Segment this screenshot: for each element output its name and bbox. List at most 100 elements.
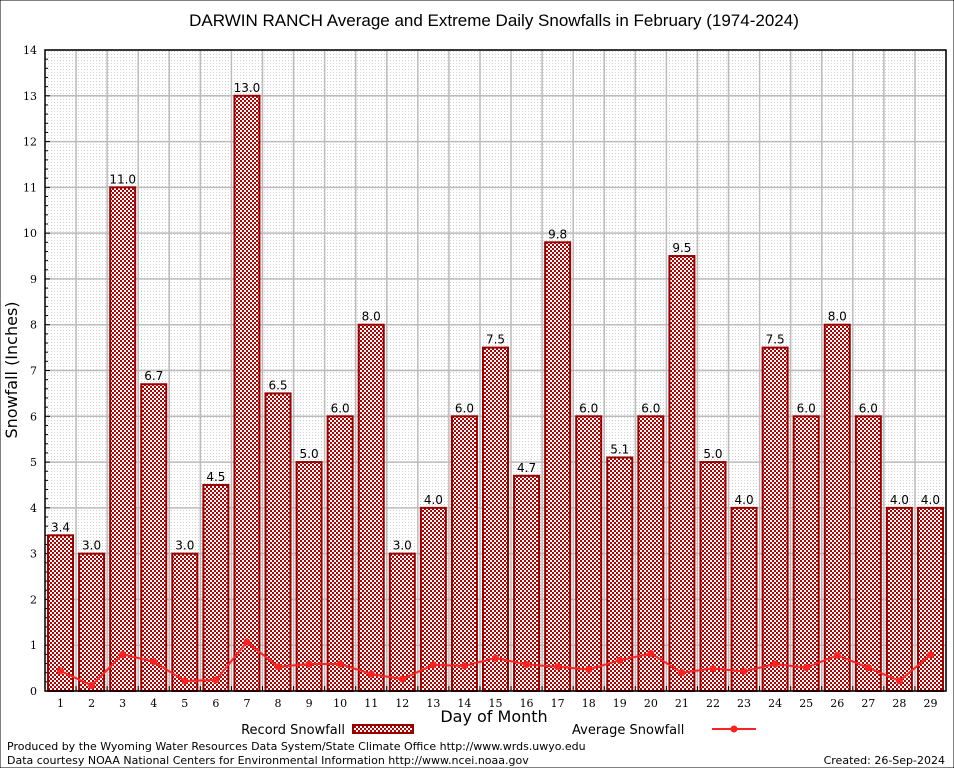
x-tick-label: 18 <box>582 697 596 710</box>
average-point-day-20 <box>647 649 655 657</box>
footer-courtesy: Data courtesy NOAA National Centers for … <box>7 754 529 767</box>
bar-data-label: 7.5 <box>766 333 785 347</box>
average-point-day-25 <box>802 664 810 672</box>
x-tick-label: 2 <box>88 697 95 710</box>
footer-created: Created: 26-Sep-2024 <box>824 754 945 767</box>
bar-data-label: 8.0 <box>828 310 847 324</box>
bar-record-day-14 <box>450 415 478 692</box>
chart-title: DARWIN RANCH Average and Extreme Daily S… <box>189 11 799 30</box>
x-tick-label: 20 <box>644 697 658 710</box>
x-tick-label: 21 <box>675 697 689 710</box>
x-tick-label: 26 <box>830 697 844 710</box>
bar-data-label: 8.0 <box>362 310 381 324</box>
bar-record-day-7 <box>233 94 261 693</box>
bar-record-day-22 <box>699 461 727 693</box>
bar-data-label: 6.0 <box>859 401 878 415</box>
bar-data-label: 9.5 <box>672 241 691 255</box>
plot-area: 012345678910111213143.43.011.06.73.04.51… <box>23 44 947 710</box>
bar-record-day-29 <box>916 506 944 692</box>
average-point-day-5 <box>181 677 189 685</box>
x-tick-label: 9 <box>306 697 313 710</box>
bar-record-day-11 <box>357 323 385 692</box>
x-tick-label: 15 <box>489 697 503 710</box>
bar-record-day-2 <box>78 552 106 693</box>
average-point-day-7 <box>243 638 251 646</box>
bar-data-label: 3.4 <box>51 520 70 534</box>
average-point-day-10 <box>336 660 344 668</box>
bar-record-day-1 <box>47 534 75 692</box>
bar-data-label: 4.0 <box>890 493 909 507</box>
x-tick-label: 23 <box>737 697 751 710</box>
bar-record-day-9 <box>295 461 323 693</box>
bar-record-day-26 <box>823 323 851 692</box>
average-point-day-26 <box>833 651 841 659</box>
average-point-day-22 <box>709 665 717 673</box>
average-point-day-1 <box>57 667 65 675</box>
average-point-day-17 <box>554 663 562 671</box>
y-tick-label: 10 <box>23 227 37 240</box>
bar-record-day-25 <box>792 415 820 692</box>
average-point-day-16 <box>523 660 531 668</box>
x-tick-label: 17 <box>551 697 565 710</box>
bar-data-label: 5.0 <box>703 447 722 461</box>
average-point-day-14 <box>460 662 468 670</box>
bar-data-label: 6.5 <box>268 378 287 392</box>
average-point-day-24 <box>771 660 779 668</box>
footer-produced: Produced by the Wyoming Water Resources … <box>7 740 586 753</box>
bar-data-label: 3.0 <box>82 539 101 553</box>
x-tick-label: 13 <box>426 697 440 710</box>
x-tick-label: 5 <box>181 697 188 710</box>
bar-record-day-19 <box>606 456 634 692</box>
x-tick-label: 25 <box>799 697 813 710</box>
x-tick-label: 28 <box>892 697 906 710</box>
bar-data-label: 6.0 <box>579 401 598 415</box>
y-tick-label: 6 <box>30 410 37 423</box>
bar-record-day-23 <box>730 506 758 692</box>
bar-data-label: 6.0 <box>641 401 660 415</box>
y-tick-label: 2 <box>30 593 37 606</box>
bar-record-day-18 <box>575 415 603 692</box>
y-tick-label: 0 <box>30 685 37 698</box>
y-tick-label: 4 <box>30 502 37 515</box>
x-tick-label: 6 <box>212 697 219 710</box>
bar-record-day-16 <box>513 474 541 692</box>
y-tick-label: 3 <box>30 548 37 561</box>
average-point-day-29 <box>926 651 934 659</box>
average-point-day-8 <box>274 663 282 671</box>
bar-data-label: 3.0 <box>393 539 412 553</box>
bar-data-label: 4.0 <box>735 493 754 507</box>
plot-border <box>44 49 947 692</box>
y-axis-label: Snowfall (Inches) <box>2 301 21 438</box>
bar-data-label: 6.0 <box>797 401 816 415</box>
bar-data-label: 4.7 <box>517 461 536 475</box>
y-tick-label: 8 <box>30 319 37 332</box>
bar-record-day-20 <box>637 415 665 692</box>
bar-data-label: 6.7 <box>144 369 163 383</box>
legend-label-record: Record Snowfall <box>241 723 345 738</box>
bar-data-label: 6.0 <box>331 401 350 415</box>
bar-data-label: 5.1 <box>610 442 629 456</box>
x-tick-label: 10 <box>333 697 347 710</box>
x-tick-label: 22 <box>706 697 720 710</box>
bar-record-day-4 <box>140 383 168 692</box>
bar-record-day-6 <box>202 483 230 693</box>
average-point-day-9 <box>305 660 313 668</box>
bar-data-label: 3.0 <box>175 539 194 553</box>
y-tick-label: 7 <box>30 365 37 378</box>
average-point-day-18 <box>585 665 593 673</box>
y-tick-label: 11 <box>23 181 37 194</box>
average-point-day-6 <box>212 676 220 684</box>
x-tick-label: 29 <box>923 697 937 710</box>
bar-record-day-27 <box>854 415 882 692</box>
y-tick-label: 12 <box>23 136 37 149</box>
x-tick-label: 8 <box>275 697 282 710</box>
average-point-day-4 <box>150 658 158 666</box>
average-point-day-23 <box>740 667 748 675</box>
x-tick-label: 7 <box>243 697 250 710</box>
legend: Record Snowfall Average Snowfall <box>241 723 756 738</box>
x-tick-label: 27 <box>861 697 875 710</box>
bar-record-day-8 <box>264 392 292 692</box>
average-point-day-3 <box>119 650 127 658</box>
bar-record-day-28 <box>885 506 913 692</box>
